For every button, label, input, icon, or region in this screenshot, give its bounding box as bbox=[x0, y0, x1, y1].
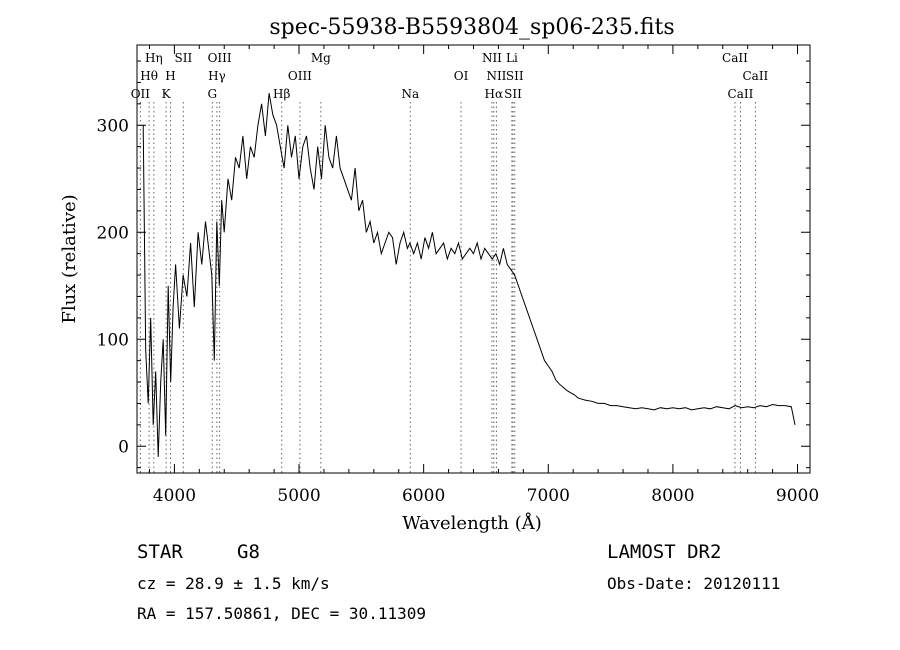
x-tick-label: 4000 bbox=[153, 486, 196, 506]
line-label: OIII bbox=[208, 51, 232, 65]
y-axis: 0 100 200 300 bbox=[97, 60, 810, 469]
redshift-value: cz = 28.9 ± 1.5 km/s bbox=[137, 574, 330, 593]
line-label: CaII bbox=[728, 87, 754, 101]
line-label: CaII bbox=[722, 51, 748, 65]
line-label: H bbox=[165, 69, 175, 83]
line-label: OIII bbox=[288, 69, 312, 83]
x-tick-label: 6000 bbox=[402, 486, 445, 506]
y-tick-label: 100 bbox=[97, 330, 129, 350]
line-label: Hη bbox=[145, 51, 163, 65]
line-label: OII bbox=[131, 87, 151, 101]
x-axis: 4000 5000 6000 7000 8000 9000 bbox=[148, 45, 819, 506]
line-label: SII bbox=[506, 69, 524, 83]
x-tick-label: 5000 bbox=[277, 486, 320, 506]
y-tick-label: 300 bbox=[97, 116, 129, 136]
observation-date: Obs-Date: 20120111 bbox=[607, 574, 781, 593]
line-label: Hθ bbox=[140, 69, 158, 83]
x-tick-label: 7000 bbox=[527, 486, 570, 506]
line-label: Hβ bbox=[273, 87, 290, 101]
chart-title: spec-55938-B5593804_sp06-235.fits bbox=[269, 15, 674, 40]
line-label: CaII bbox=[742, 69, 768, 83]
line-label: Li bbox=[506, 51, 518, 65]
y-axis-label: Flux (relative) bbox=[59, 194, 80, 323]
line-label: Mg bbox=[311, 51, 331, 65]
y-tick-label: 0 bbox=[118, 437, 129, 457]
line-label: NII bbox=[486, 69, 506, 83]
x-tick-label: 9000 bbox=[776, 486, 819, 506]
line-label: Na bbox=[401, 87, 419, 101]
emission-line-markers: OIIHθHηKHSIIGHγOIIIHβOIIIMgNaOINIIHαNIIL… bbox=[131, 51, 769, 473]
spectrum-line bbox=[142, 93, 796, 457]
line-label: NII bbox=[482, 51, 502, 65]
x-tick-label: 8000 bbox=[651, 486, 694, 506]
line-label: OI bbox=[454, 69, 469, 83]
coordinates: RA = 157.50861, DEC = 30.11309 bbox=[137, 604, 426, 623]
line-label: SII bbox=[175, 51, 193, 65]
survey-name: LAMOST DR2 bbox=[607, 541, 722, 563]
line-label: Hα bbox=[485, 87, 504, 101]
subclass: G8 bbox=[237, 541, 260, 563]
object-class: STAR bbox=[137, 541, 183, 563]
y-tick-label: 200 bbox=[97, 223, 129, 243]
line-label: SII bbox=[504, 87, 522, 101]
line-label: Hγ bbox=[208, 69, 226, 83]
line-label: G bbox=[207, 87, 217, 101]
line-label: K bbox=[162, 87, 172, 101]
x-axis-label: Wavelength (Å) bbox=[402, 512, 542, 534]
